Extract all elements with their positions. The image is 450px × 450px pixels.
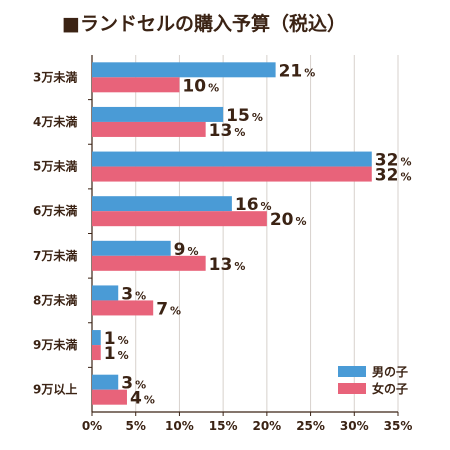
data-label: 3% xyxy=(121,284,146,304)
bar xyxy=(92,389,127,405)
bar xyxy=(92,196,232,212)
bar xyxy=(92,166,372,182)
data-label: 20% xyxy=(270,210,307,230)
bar xyxy=(92,345,101,361)
bar xyxy=(92,300,154,316)
data-label: 16% xyxy=(235,195,272,215)
legend-swatch xyxy=(338,383,366,394)
category-label: 9万以上 xyxy=(33,382,77,397)
x-tick-label: 30% xyxy=(340,419,369,433)
legend-label: 男の子 xyxy=(372,365,408,379)
data-label: 1% xyxy=(104,344,129,364)
x-tick-label: 10% xyxy=(165,419,194,433)
bar xyxy=(92,151,372,167)
data-label: 13% xyxy=(209,121,246,141)
bar xyxy=(92,374,119,390)
data-label: 21% xyxy=(279,61,316,81)
x-tick-label: 0% xyxy=(82,419,102,433)
category-label: 3万未満 xyxy=(33,69,77,84)
x-tick-label: 5% xyxy=(126,419,146,433)
bar xyxy=(92,240,171,256)
bar xyxy=(92,62,276,78)
data-label: 1% xyxy=(104,329,129,349)
chart-title: ■ランドセルの購入予算（税込） xyxy=(62,12,346,35)
bar xyxy=(92,330,101,346)
data-label: 10% xyxy=(182,76,219,96)
category-label: 6万未満 xyxy=(33,203,77,218)
bar xyxy=(92,77,180,93)
legend-label: 女の子 xyxy=(372,381,408,396)
category-label: 9万未満 xyxy=(33,337,77,352)
bar xyxy=(92,121,206,137)
data-label: 32% xyxy=(375,166,412,186)
data-label: 13% xyxy=(209,255,246,275)
category-label: 8万未満 xyxy=(33,292,77,307)
data-label: 4% xyxy=(130,389,155,409)
x-tick-label: 35% xyxy=(384,419,413,433)
data-label: 3% xyxy=(121,374,146,394)
x-tick-label: 15% xyxy=(209,419,238,433)
category-label: 7万未満 xyxy=(33,248,77,263)
data-label: 15% xyxy=(226,106,263,126)
x-tick-label: 25% xyxy=(296,419,325,433)
bar xyxy=(92,285,119,301)
bar xyxy=(92,255,206,271)
x-tick-label: 20% xyxy=(252,419,281,433)
bar xyxy=(92,211,267,227)
data-label: 32% xyxy=(375,151,412,171)
data-label: 7% xyxy=(156,299,181,319)
category-label: 4万未満 xyxy=(33,114,77,129)
category-label: 5万未満 xyxy=(33,159,77,174)
data-label: 9% xyxy=(174,240,199,260)
bar xyxy=(92,106,224,122)
legend-swatch xyxy=(338,366,366,377)
